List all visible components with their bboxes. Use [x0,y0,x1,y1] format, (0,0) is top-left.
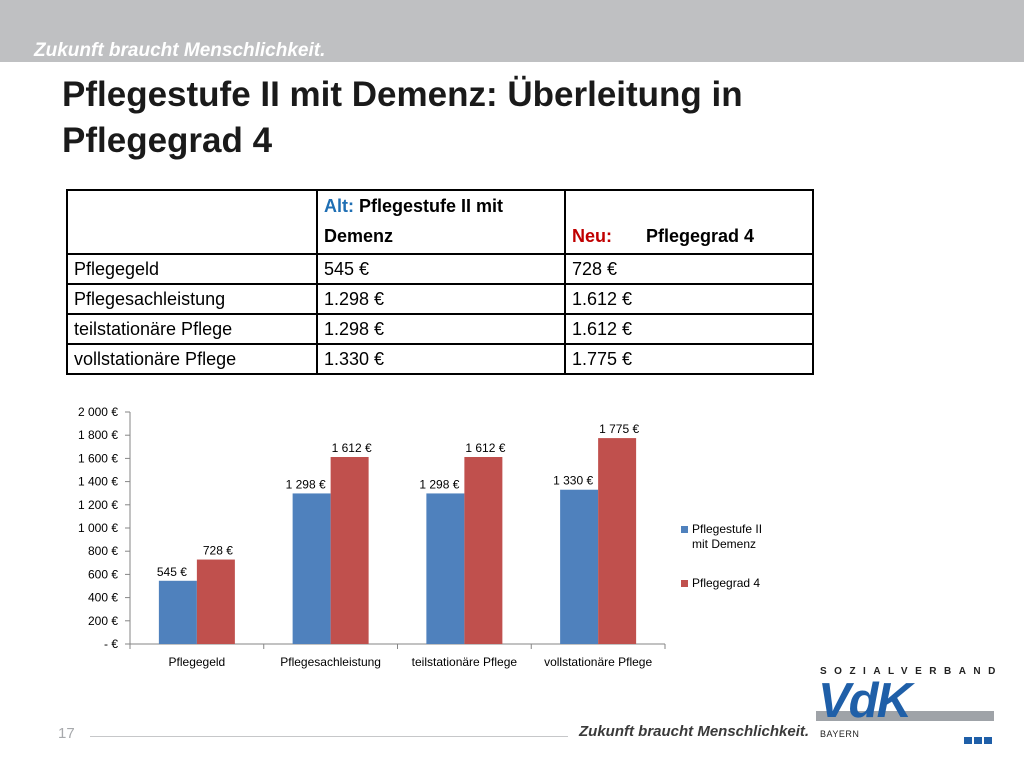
data-label: 545 € [157,565,187,579]
table-cell-label: Pflegegeld [66,253,318,285]
legend-swatch [681,526,688,533]
legend-label: Pflegegrad 4 [692,576,761,590]
table-header-alt: Alt: Pflegestufe II mit Demenz [316,189,566,255]
table-row: vollstationäre Pflege 1.330 € 1.775 € [66,343,814,375]
table-cell-alt: 1.298 € [316,283,566,315]
y-tick-label: 400 € [88,591,118,605]
table-header-row: Alt: Pflegestufe II mit Demenz Neu: Pfleg… [66,189,814,255]
y-tick-label: 800 € [88,544,118,558]
data-label: 1 330 € [553,474,593,488]
table-row: Pflegegeld 545 € 728 € [66,253,814,285]
logo-bar [816,711,994,721]
table-cell-alt: 1.330 € [316,343,566,375]
table-cell-label: teilstationäre Pflege [66,313,318,345]
comparison-table: Alt: Pflegestufe II mit Demenz Neu: Pfleg… [66,189,814,375]
table-cell-neu: 1.775 € [564,343,814,375]
table-header-neu-label: Neu: [572,226,612,246]
x-tick-label: Pflegegeld [169,655,226,669]
table-cell-alt: 545 € [316,253,566,285]
header-tagline: Zukunft braucht Menschlichkeit. [34,40,326,61]
legend-swatch [681,580,688,587]
data-label: 1 775 € [599,422,639,436]
data-label: 1 298 € [286,477,326,491]
x-tick-label: Pflegesachleistung [280,655,381,669]
legend-label-2: mit Demenz [692,537,757,551]
logo-wordmark: VdK [818,674,912,728]
table-cell-label: Pflegesachleistung [66,283,318,315]
y-tick-label: - € [104,637,118,651]
table-row: Pflegesachleistung 1.298 € 1.612 € [66,283,814,315]
bar [196,559,235,644]
table-header-alt-label: Alt: [324,196,354,216]
page-title: Pflegestufe II mit Demenz: Überleitung i… [62,72,962,164]
y-tick-label: 1 200 € [78,498,118,512]
table-header-neu: Neu: Pflegegrad 4 [564,189,814,255]
chart-legend: Pflegestufe II mit Demenz Pflegegrad 4 [681,522,802,615]
table-header-neu-text: Pflegegrad 4 [646,226,755,246]
y-tick-label: 1 800 € [78,428,118,442]
bar [292,493,331,644]
legend-label: Pflegestufe II [692,522,763,536]
page-number: 17 [58,725,75,742]
logo-org-line: SOZIALVERBAND [820,666,1003,677]
y-tick-label: 1 400 € [78,475,118,489]
table-cell-neu: 728 € [564,253,814,285]
page-title-line-1: Pflegestufe II mit Demenz: Überleitung i… [62,75,743,114]
data-label: 1 612 € [332,441,372,455]
legend-item-pflegestufe: Pflegestufe II mit Demenz [681,522,802,552]
table-header-alt-text-1: Pflegestufe II mit [359,196,504,216]
y-tick-label: 2 000 € [78,405,118,419]
table-cell-label: vollstationäre Pflege [66,343,318,375]
table-row: teilstationäre Pflege 1.298 € 1.612 € [66,313,814,345]
bar [560,489,599,644]
table-cell-alt: 1.298 € [316,313,566,345]
y-tick-label: 1 600 € [78,451,118,465]
table-cell-neu: 1.612 € [564,283,814,315]
table-header-empty-cell [66,189,318,255]
y-tick-label: 600 € [88,567,118,581]
footer-divider [90,736,568,737]
bar [598,438,637,644]
page-title-line-2: Pflegegrad 4 [62,121,273,160]
top-band [0,0,1024,62]
legend-item-pflegegrad: Pflegegrad 4 [681,576,802,591]
bar [464,457,503,644]
data-label: 1 298 € [419,477,459,491]
logo-region: BAYERN [820,729,860,739]
logo-squares-icon [964,731,994,749]
bar [330,457,369,644]
x-tick-label: vollstationäre Pflege [544,655,652,669]
y-tick-label: 1 000 € [78,521,118,535]
table-header-alt-text-2: Demenz [324,226,394,246]
data-label: 728 € [203,544,233,558]
table-cell-neu: 1.612 € [564,313,814,345]
y-tick-label: 200 € [88,614,118,628]
bar [158,580,197,644]
bar [426,493,465,644]
x-tick-label: teilstationäre Pflege [412,655,518,669]
footer-tagline: Zukunft braucht Menschlichkeit. [579,723,810,740]
data-label: 1 612 € [465,441,505,455]
